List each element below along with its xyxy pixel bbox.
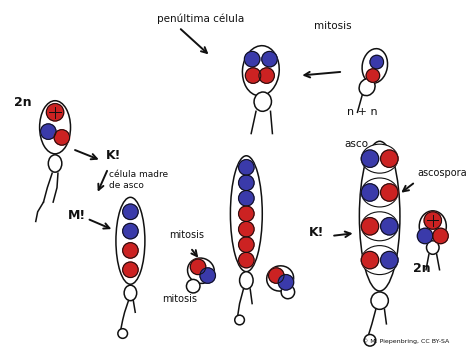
Circle shape (424, 212, 441, 229)
Ellipse shape (419, 211, 447, 242)
Circle shape (262, 51, 277, 67)
Circle shape (433, 228, 448, 244)
Ellipse shape (188, 258, 214, 283)
Circle shape (123, 262, 138, 278)
Text: célula madre
de asco: célula madre de asco (109, 170, 168, 190)
Circle shape (235, 315, 245, 325)
Text: 2n: 2n (14, 96, 31, 109)
Circle shape (364, 334, 376, 346)
Ellipse shape (427, 241, 439, 254)
Text: penúltima célula: penúltima célula (157, 14, 245, 24)
Ellipse shape (116, 197, 145, 284)
Circle shape (381, 150, 398, 167)
Circle shape (118, 329, 128, 338)
Ellipse shape (281, 285, 295, 299)
Circle shape (259, 68, 274, 83)
Ellipse shape (371, 292, 388, 309)
Circle shape (123, 204, 138, 219)
Text: M!: M! (68, 209, 86, 222)
Circle shape (361, 218, 379, 235)
Text: mitosis: mitosis (162, 294, 197, 304)
Text: mitosis: mitosis (169, 230, 204, 240)
Text: mitosis: mitosis (314, 21, 352, 31)
Circle shape (245, 51, 260, 67)
Circle shape (269, 268, 284, 283)
Text: ascospora: ascospora (417, 168, 467, 178)
Ellipse shape (359, 79, 375, 95)
Circle shape (238, 252, 254, 268)
Circle shape (238, 237, 254, 252)
Ellipse shape (239, 272, 253, 289)
Ellipse shape (124, 285, 137, 301)
Text: K!: K! (106, 149, 122, 162)
Text: asco: asco (345, 140, 369, 149)
Circle shape (246, 68, 261, 83)
Circle shape (123, 243, 138, 258)
Circle shape (366, 69, 380, 82)
Circle shape (381, 184, 398, 201)
Circle shape (123, 223, 138, 239)
Circle shape (41, 124, 56, 140)
Circle shape (381, 218, 398, 235)
Circle shape (361, 150, 379, 167)
Circle shape (238, 206, 254, 222)
Circle shape (54, 130, 70, 145)
Circle shape (238, 175, 254, 191)
Text: © M. Piepenbring, CC BY-SA: © M. Piepenbring, CC BY-SA (362, 339, 449, 344)
Circle shape (46, 104, 64, 121)
Circle shape (200, 268, 215, 283)
Circle shape (361, 184, 379, 201)
Circle shape (417, 228, 433, 244)
Text: n + n: n + n (347, 108, 378, 118)
Ellipse shape (254, 92, 272, 111)
Ellipse shape (361, 212, 398, 241)
Circle shape (238, 222, 254, 237)
Circle shape (278, 274, 294, 290)
Ellipse shape (48, 155, 62, 172)
Circle shape (381, 251, 398, 269)
Ellipse shape (362, 49, 388, 83)
Circle shape (238, 160, 254, 175)
Ellipse shape (230, 156, 262, 272)
Text: 2n: 2n (413, 262, 431, 275)
Ellipse shape (186, 279, 200, 293)
Circle shape (370, 55, 383, 69)
Ellipse shape (361, 178, 398, 207)
Ellipse shape (361, 246, 398, 274)
Ellipse shape (359, 141, 400, 291)
Ellipse shape (40, 101, 71, 154)
Ellipse shape (267, 266, 293, 291)
Ellipse shape (361, 144, 398, 173)
Circle shape (361, 251, 379, 269)
Text: K!: K! (309, 226, 325, 239)
Ellipse shape (242, 46, 279, 96)
Circle shape (190, 259, 206, 274)
Circle shape (238, 191, 254, 206)
